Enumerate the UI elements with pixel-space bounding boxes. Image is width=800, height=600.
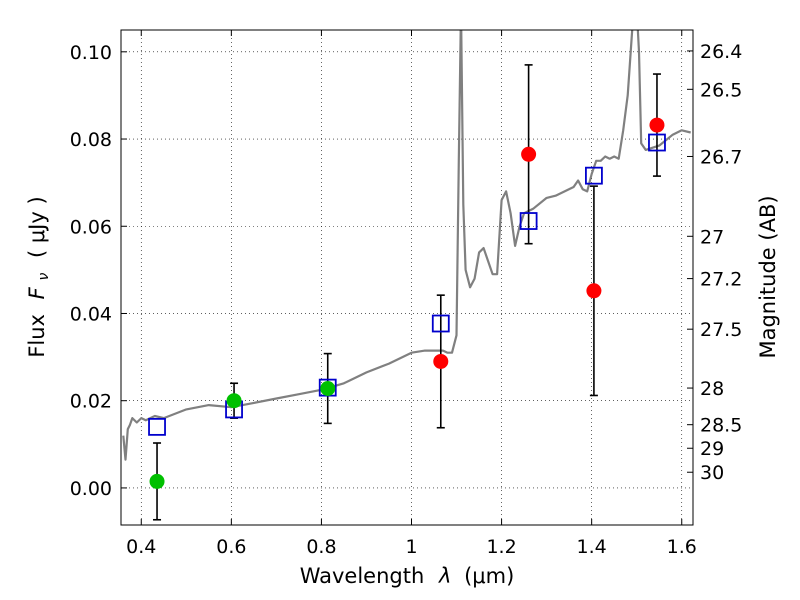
y2-tick-label: 27.2 [700,269,742,291]
model-spectrum-line [122,30,691,461]
y2-tick-label: 26.5 [700,79,742,101]
y-tick-label: 0.08 [70,129,112,151]
model-flux-square [519,212,538,230]
y2-tick-label: 26.4 [700,41,742,63]
plot-frame [120,29,694,526]
y2-tick-label: 30 [700,462,724,484]
observed-flux-point [149,473,165,489]
observed-flux-point [433,353,449,369]
x-tick-label: 1 [405,536,417,558]
model-flux-square [148,417,166,436]
observed-flux-point [320,380,336,396]
plot-background [121,30,693,525]
y2-tick-label: 27 [700,226,724,248]
x-tick-label: 0.8 [306,536,336,558]
y-tick-label: 0.06 [70,216,112,238]
grid-lines [121,30,693,525]
observed-flux-point [226,393,242,409]
y-axis-label-text: Flux [25,314,49,358]
y-axis-label-unit: ( μJy ) [25,196,49,258]
observed-flux-point [586,283,602,299]
y2-tick-label: 28 [700,378,724,400]
y-axis-label-symbol: F [25,286,49,299]
y2-tick-label: 27.5 [700,319,742,341]
x-tick-label: 1.4 [577,536,607,558]
x-tick-label: 1.6 [667,536,697,558]
x-tick-label: 0.6 [216,536,246,558]
x-tick-label: 0.4 [126,536,156,558]
y-axis-label: Flux F ν ( μJy ) [25,196,53,357]
y-tick-label: 0.02 [70,391,112,413]
y2-tick-label: 29 [700,438,724,460]
x-axis-label-unit: (μm) [464,564,514,588]
x-axis-label: Wavelength λ (μm) [300,564,515,588]
x-axis-label-symbol: λ [438,564,451,588]
model-flux-square [648,133,666,152]
y2-tick-label: 28.5 [700,415,742,437]
data-layer [122,30,691,521]
observed-flux-point [649,117,665,133]
model-flux-square [431,314,450,333]
y2-axis-label: Magnitude (AB) [756,195,780,358]
y-tick-label: 0.04 [70,303,112,325]
x-axis-label-text: Wavelength [300,564,425,588]
y-tick-label: 0.00 [70,478,112,500]
y-tick-label: 0.10 [70,42,112,64]
y-axis-label-subscript: ν [36,273,52,281]
x-tick-label: 1.2 [486,536,516,558]
y2-tick-label: 26.7 [700,146,742,168]
model-flux-square [585,166,603,185]
observed-flux-point [521,146,537,162]
axes-layer: 0.4 0.6 0.8 1 1.2 1.4 1.6 0.00 0.02 0.04 0.06 0.08 0… [70,30,742,558]
